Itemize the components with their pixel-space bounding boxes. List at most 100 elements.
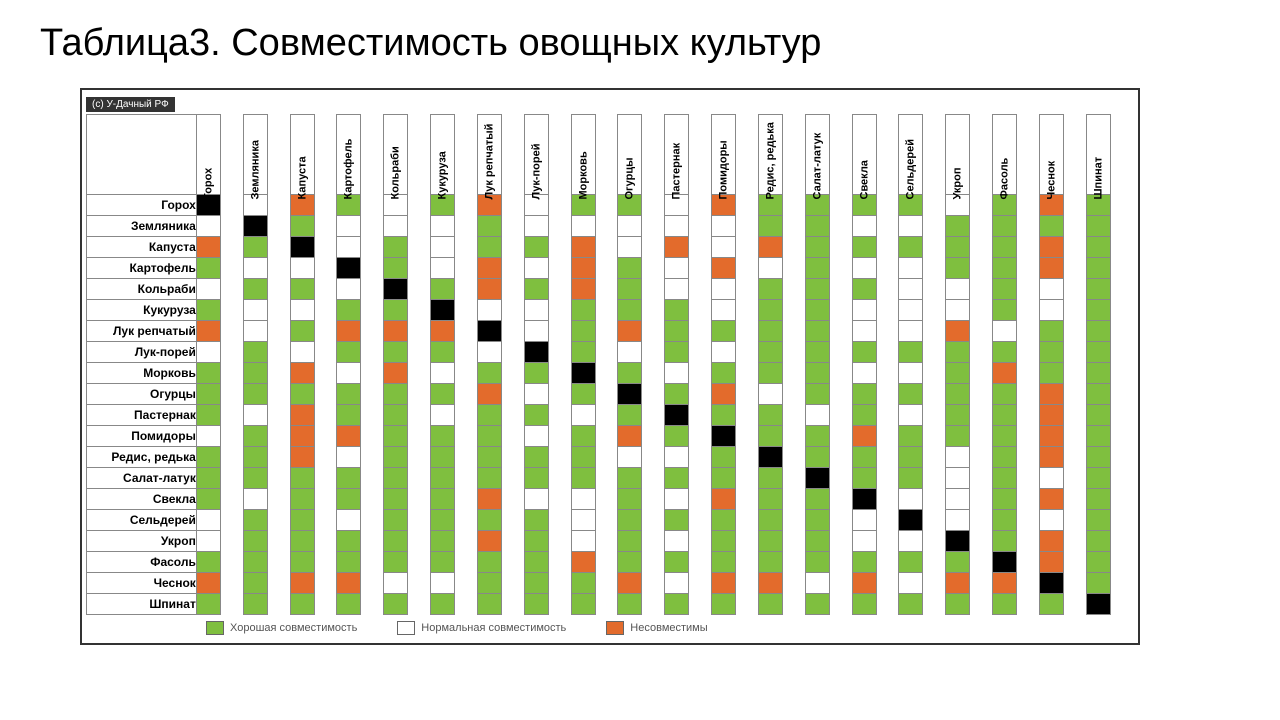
col-header: Фасоль (993, 114, 1017, 194)
matrix-cell (665, 593, 689, 614)
matrix-cell (431, 299, 455, 320)
matrix-cell (431, 404, 455, 425)
matrix-cell (665, 299, 689, 320)
compatibility-matrix: (с) У-Дачный РФ ГорохЗемляникаКапустаКар… (80, 88, 1140, 645)
matrix-cell (431, 236, 455, 257)
matrix-cell (1040, 425, 1064, 446)
matrix-cell (337, 320, 361, 341)
matrix-cell (196, 488, 220, 509)
matrix-cell (946, 215, 970, 236)
matrix-cell (196, 404, 220, 425)
matrix-cell (852, 509, 876, 530)
matrix-cell (243, 341, 267, 362)
matrix-cell (899, 488, 923, 509)
matrix-cell (196, 215, 220, 236)
matrix-cell (196, 341, 220, 362)
matrix-cell (758, 362, 782, 383)
matrix-cell (477, 341, 501, 362)
matrix-cell (524, 488, 548, 509)
matrix-cell (477, 572, 501, 593)
matrix-cell (196, 593, 220, 614)
matrix-cell (852, 383, 876, 404)
matrix-cell (337, 341, 361, 362)
col-header: Огурцы (618, 114, 642, 194)
matrix-cell (758, 446, 782, 467)
matrix-cell (665, 425, 689, 446)
matrix-cell (196, 467, 220, 488)
matrix-cell (290, 278, 314, 299)
legend-bad: Несовместимы (606, 621, 707, 635)
matrix-cell (477, 425, 501, 446)
matrix-cell (1086, 299, 1110, 320)
matrix-cell (524, 593, 548, 614)
matrix-cell (993, 488, 1017, 509)
matrix-cell (290, 467, 314, 488)
matrix-cell (899, 551, 923, 572)
matrix-cell (665, 320, 689, 341)
legend-bad-label: Несовместимы (630, 622, 707, 634)
matrix-cell (665, 341, 689, 362)
matrix-cell (618, 530, 642, 551)
matrix-cell (431, 278, 455, 299)
legend-good-label: Хорошая совместимость (230, 622, 357, 634)
matrix-cell (337, 446, 361, 467)
matrix-cell (571, 236, 595, 257)
matrix-cell (618, 551, 642, 572)
matrix-cell (758, 551, 782, 572)
matrix-cell (1040, 404, 1064, 425)
matrix-cell (899, 320, 923, 341)
col-header: Горох (196, 114, 220, 194)
row-header: Капуста (87, 236, 197, 257)
matrix-cell (946, 257, 970, 278)
matrix-cell (290, 341, 314, 362)
matrix-cell (618, 278, 642, 299)
matrix-cell (758, 530, 782, 551)
normal-swatch (397, 621, 415, 635)
matrix-table: ГорохЗемляникаКапустаКартофельКольрабиКу… (86, 114, 1134, 615)
row-header: Редис, редька (87, 446, 197, 467)
matrix-cell (1086, 572, 1110, 593)
matrix-cell (1040, 236, 1064, 257)
matrix-cell (1040, 488, 1064, 509)
matrix-cell (571, 278, 595, 299)
matrix-cell (196, 299, 220, 320)
matrix-cell (243, 404, 267, 425)
matrix-cell (852, 278, 876, 299)
matrix-cell (1040, 278, 1064, 299)
matrix-cell (946, 278, 970, 299)
matrix-cell (290, 320, 314, 341)
matrix-cell (571, 425, 595, 446)
matrix-cell (665, 551, 689, 572)
matrix-cell (337, 404, 361, 425)
matrix-cell (618, 572, 642, 593)
matrix-cell (993, 446, 1017, 467)
matrix-cell (618, 257, 642, 278)
matrix-cell (899, 215, 923, 236)
matrix-cell (337, 236, 361, 257)
matrix-cell (431, 320, 455, 341)
matrix-cell (196, 530, 220, 551)
matrix-cell (618, 215, 642, 236)
matrix-cell (243, 572, 267, 593)
matrix-cell (196, 320, 220, 341)
matrix-cell (196, 383, 220, 404)
matrix-cell (524, 467, 548, 488)
matrix-cell (290, 425, 314, 446)
matrix-cell (477, 278, 501, 299)
matrix-cell (665, 236, 689, 257)
matrix-cell (337, 383, 361, 404)
row-header: Помидоры (87, 425, 197, 446)
matrix-cell (993, 362, 1017, 383)
matrix-cell (243, 488, 267, 509)
matrix-cell (758, 509, 782, 530)
matrix-cell (946, 341, 970, 362)
matrix-cell (337, 215, 361, 236)
matrix-cell (758, 425, 782, 446)
matrix-cell (805, 341, 829, 362)
matrix-cell (1086, 509, 1110, 530)
col-header: Лук репчатый (477, 114, 501, 194)
matrix-cell (243, 530, 267, 551)
matrix-cell (1086, 236, 1110, 257)
matrix-cell (431, 467, 455, 488)
copyright-label: (с) У-Дачный РФ (86, 97, 175, 112)
